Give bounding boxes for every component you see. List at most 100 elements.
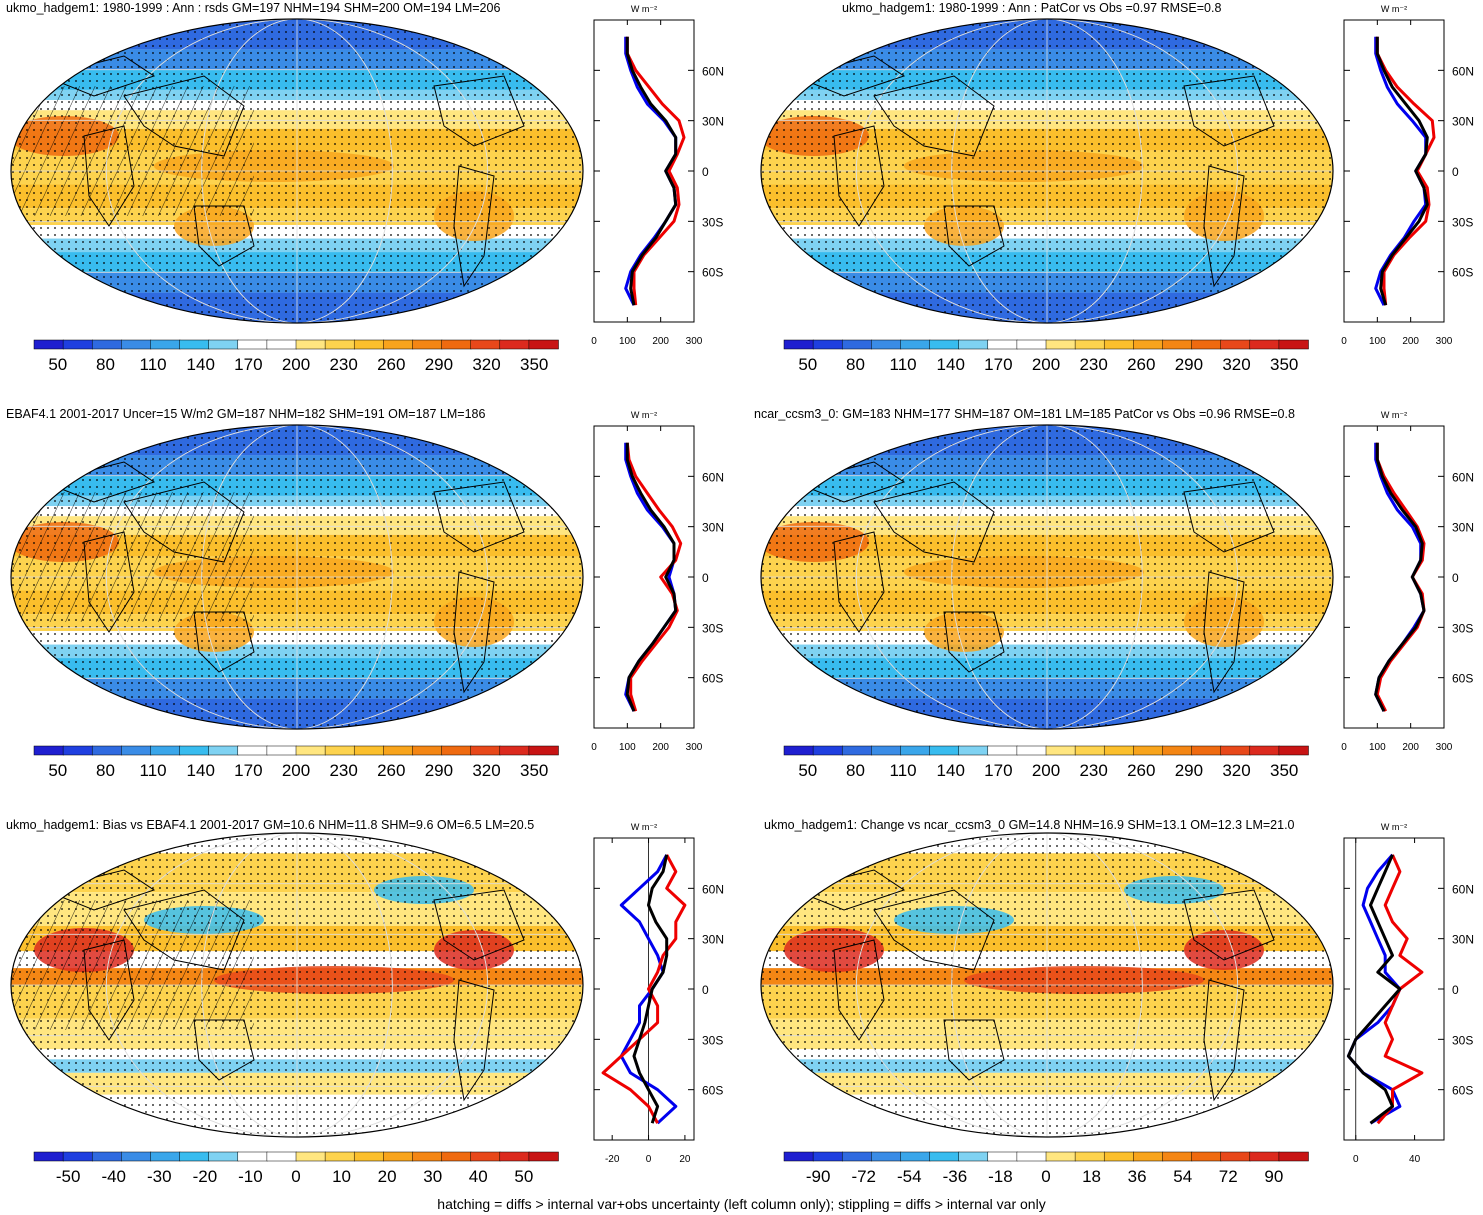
colorbar-tick-label: 260	[1127, 355, 1155, 374]
colorbar-tick-label: -30	[147, 1167, 172, 1186]
profile-lat-tick: 0	[1452, 571, 1459, 585]
colorbar-swatch	[900, 1151, 931, 1162]
colorbar-swatch	[441, 1151, 472, 1162]
colorbar-swatch	[528, 339, 559, 350]
colorbar-tick-label: 290	[1175, 761, 1203, 780]
colorbar-swatch	[121, 1151, 152, 1162]
colorbar-swatch	[470, 745, 501, 756]
colorbar-swatch	[841, 1151, 873, 1162]
colorbar-tick-label: 170	[234, 761, 262, 780]
colorbar-tick-label: 36	[1128, 1167, 1147, 1186]
global-map-1	[10, 18, 584, 324]
colorbar-swatch	[412, 1151, 443, 1162]
colorbar-swatch	[783, 339, 814, 350]
profile-lat-tick: 30S	[1452, 621, 1473, 635]
colorbar-swatch	[812, 1151, 843, 1162]
profile-lat-tick: 60N	[1452, 882, 1474, 896]
profile-lat-tick: 30S	[702, 621, 723, 635]
colorbar-swatch	[1074, 745, 1105, 756]
panel-title-5: ukmo_hadgem1: Bias vs EBAF4.1 2001-2017 …	[6, 818, 535, 832]
colorbar-swatch	[150, 1151, 181, 1162]
profile-lat-tick: 0	[1452, 165, 1459, 179]
colorbar-tick-label: 230	[329, 761, 357, 780]
colorbar-tick-label: 260	[1127, 761, 1155, 780]
zonal-profile-1: W m⁻² 60N 30N 0 30S 60S 0 100 200 300	[591, 4, 724, 347]
profile-x-tick: 200	[1402, 336, 1419, 347]
profile-x-tick: 0	[646, 1154, 652, 1165]
colorbar-swatch	[33, 745, 64, 756]
profile-line-red	[601, 854, 687, 1124]
colorbar-tick-label: -72	[851, 1167, 876, 1186]
global-map-5	[10, 832, 584, 1138]
colorbar-swatch	[412, 339, 443, 350]
colorbar-swatch	[179, 1151, 210, 1162]
colorbar-swatch	[441, 745, 472, 756]
panel-title-6: ukmo_hadgem1: Change vs ncar_ccsm3_0 GM=…	[764, 818, 1295, 832]
colorbar-swatch	[1191, 339, 1222, 350]
profile-lat-tick: 60S	[702, 266, 723, 280]
profile-x-tick: 100	[1369, 336, 1386, 347]
profile-lat-tick: 60S	[1452, 1084, 1473, 1098]
colorbar-tick-label: 350	[1270, 355, 1298, 374]
colorbar-tick-label: 350	[520, 761, 548, 780]
colorbar-swatch	[208, 1151, 239, 1162]
colorbar-tick-label: 170	[234, 355, 262, 374]
colorbar-tick-label: 200	[282, 761, 310, 780]
colorbar-tick-label: 30	[423, 1167, 442, 1186]
colorbar-tick-label: 20	[378, 1167, 397, 1186]
profile-lat-tick: 30S	[702, 1033, 723, 1047]
colorbar-swatch	[1103, 1151, 1135, 1162]
zonal-profile-6: W m⁻² 60N 30N 0 30S 60S 0 40	[1343, 822, 1474, 1165]
colorbar-tick-label: 0	[1041, 1167, 1050, 1186]
colorbar-tick-label: 90	[1264, 1167, 1283, 1186]
colorbar-tick-label: 50	[48, 761, 67, 780]
profile-x-tick: 300	[1436, 742, 1453, 753]
profile-lat-tick: 30N	[702, 521, 724, 535]
colorbar-swatch	[1249, 1151, 1280, 1162]
colorbar-tick-label: 80	[846, 761, 865, 780]
colorbar-tick-label: 140	[187, 355, 215, 374]
profile-lat-tick: 60N	[1452, 64, 1474, 78]
colorbar-swatch	[958, 745, 989, 756]
colorbar-tick-label: 40	[469, 1167, 488, 1186]
global-map-2	[760, 18, 1334, 324]
profile-x-tick: 100	[619, 742, 636, 753]
profile-x-tick: 0	[1341, 336, 1347, 347]
panel-title-4: ncar_ccsm3_0: GM=183 NHM=177 SHM=187 OM=…	[754, 407, 1295, 421]
colorbar-swatch	[929, 339, 960, 350]
colorbar-swatch	[295, 339, 326, 350]
profile-lat-tick: 0	[702, 571, 709, 585]
profile-unit-label: W m⁻²	[631, 4, 657, 14]
colorbar-tick-label: 110	[890, 761, 917, 780]
colorbar-swatch	[987, 745, 1018, 756]
colorbar-swatch	[1191, 745, 1222, 756]
colorbar-swatch	[1278, 339, 1309, 350]
profile-x-tick: 200	[652, 742, 669, 753]
colorbar-swatch	[929, 1151, 960, 1162]
profile-unit-label: W m⁻²	[1381, 4, 1407, 14]
colorbar-swatch	[150, 339, 181, 350]
profile-x-tick: 200	[652, 336, 669, 347]
zonal-profile-3: W m⁻² 60N 30N 0 30S 60S 0 100 200 300	[591, 410, 724, 753]
colorbar-swatch	[33, 339, 64, 350]
profile-x-tick: 0	[1353, 1154, 1359, 1165]
global-map-4	[760, 424, 1334, 730]
colorbar-swatch	[987, 1151, 1018, 1162]
colorbar-swatch	[237, 339, 268, 350]
colorbar-swatch	[237, 745, 268, 756]
colorbar-tick-label: -54	[897, 1167, 922, 1186]
colorbar-6: -90 -72 -54 -36 -18 0 18 36 54 72 90	[783, 1151, 1309, 1186]
colorbar-swatch	[324, 339, 355, 350]
colorbar-swatch	[179, 745, 210, 756]
profile-x-tick: 0	[591, 336, 597, 347]
profile-lat-tick: 30S	[702, 215, 723, 229]
colorbar-swatch	[499, 1151, 530, 1162]
colorbar-swatch	[1045, 1151, 1076, 1162]
colorbar-swatch	[91, 745, 123, 756]
profile-x-tick: 300	[1436, 336, 1453, 347]
profile-x-tick: -20	[605, 1154, 620, 1165]
colorbar-swatch	[958, 339, 989, 350]
colorbar-tick-label: 320	[1222, 761, 1250, 780]
colorbar-3: 50 80 110 140 170 200 230 260 290 320 350	[33, 745, 559, 780]
colorbar-swatch	[237, 1151, 268, 1162]
